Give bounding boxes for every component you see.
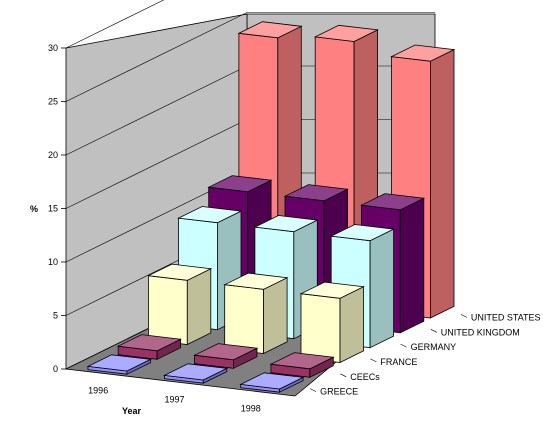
series-tick-mark xyxy=(340,373,347,378)
series-tick-mark xyxy=(430,329,437,333)
y-tick-label: 20 xyxy=(48,150,58,160)
series-label: FRANCE xyxy=(380,357,417,367)
bar xyxy=(86,354,152,375)
year-label: 1996 xyxy=(88,386,108,396)
gridline-side xyxy=(65,0,165,49)
y-tick-label: 5 xyxy=(53,311,58,321)
bars xyxy=(86,21,456,393)
y-tick-label: 15 xyxy=(48,204,58,214)
bar xyxy=(299,281,365,364)
y-tick-label: 30 xyxy=(48,43,58,53)
gridline-side xyxy=(65,65,248,156)
series-tick-mark xyxy=(309,388,317,392)
series-tick-mark xyxy=(460,314,468,318)
series-label: CEECs xyxy=(350,372,380,382)
bar xyxy=(269,352,335,378)
year-label: 1998 xyxy=(241,404,261,414)
y-axis-title: % xyxy=(30,204,38,214)
y-tick-label: 0 xyxy=(53,364,58,374)
bar xyxy=(163,363,229,384)
x-axis-title: Year xyxy=(122,406,142,416)
year-label: 1997 xyxy=(164,395,184,405)
series-tick-mark xyxy=(400,343,407,348)
series-label: UNITED KINGDOM xyxy=(441,327,520,337)
series-label: GREECE xyxy=(320,387,358,397)
bar xyxy=(116,334,182,360)
series-label: GERMANY xyxy=(411,342,457,352)
y-axis: 0 5 10 15 20 25 30 xyxy=(48,43,66,374)
bar xyxy=(223,272,289,355)
y-tick-label: 25 xyxy=(48,97,58,107)
gridline-side xyxy=(65,12,248,102)
series-tick-mark xyxy=(370,358,377,363)
bar xyxy=(239,372,305,393)
gridline-side xyxy=(65,119,248,209)
year-axis: 1996 1997 1998 xyxy=(88,386,261,414)
bar xyxy=(193,343,259,369)
y-tick-label: 10 xyxy=(48,257,58,267)
bar xyxy=(147,263,213,346)
series-label: UNITED STATES xyxy=(471,312,541,322)
